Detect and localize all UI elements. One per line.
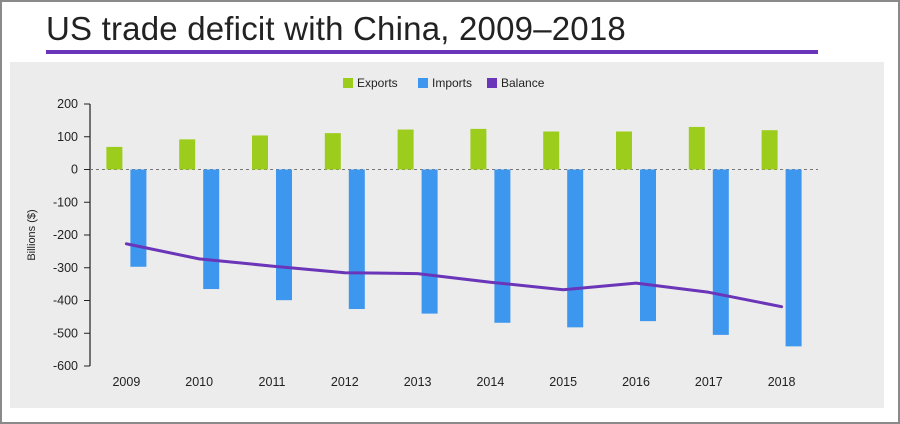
exports-bar [179, 139, 196, 170]
exports-bar [397, 129, 414, 170]
imports-bar [130, 169, 147, 267]
imports-bar [712, 169, 729, 335]
x-tick-label: 2010 [185, 375, 213, 389]
y-tick-label: 200 [57, 97, 78, 111]
y-axis-title: Billions ($) [26, 209, 38, 260]
x-tick-label: 2018 [768, 375, 796, 389]
x-tick-label: 2016 [622, 375, 650, 389]
exports-bar [616, 131, 632, 170]
x-tick-label: 2015 [549, 375, 577, 389]
imports-bar [348, 169, 365, 310]
imports-bar [785, 169, 802, 347]
legend-swatch [418, 78, 428, 88]
imports-bar [203, 169, 220, 290]
y-tick-label: -100 [53, 195, 78, 209]
exports-bar [761, 130, 778, 170]
imports-bar [494, 169, 511, 323]
imports-bar [640, 169, 656, 322]
y-tick-label: -400 [53, 294, 78, 308]
imports-bar [421, 169, 438, 314]
x-tick-label: 2011 [259, 375, 286, 389]
imports-bar [567, 169, 584, 328]
y-tick-label: -300 [53, 261, 78, 275]
x-tick-label: 2009 [112, 375, 140, 389]
exports-bar [324, 133, 341, 170]
legend-label: Balance [501, 76, 545, 90]
legend-label: Imports [432, 76, 472, 90]
chart-title: US trade deficit with China, 2009–2018 [46, 10, 626, 47]
y-tick-label: 100 [57, 130, 78, 144]
exports-bar [106, 146, 123, 170]
exports-bar [543, 131, 560, 170]
plot-background [10, 62, 884, 408]
y-tick-label: -200 [53, 228, 78, 242]
exports-bar [470, 128, 487, 170]
exports-bar [688, 126, 705, 170]
x-tick-label: 2012 [331, 375, 359, 389]
y-tick-label: -600 [53, 359, 78, 373]
balance-line [124, 242, 784, 309]
exports-bar [252, 135, 268, 170]
legend-swatch [343, 78, 353, 88]
x-tick-label: 2017 [695, 375, 723, 389]
title-underline [46, 50, 818, 54]
x-tick-label: 2014 [476, 375, 504, 389]
legend-label: Exports [357, 76, 398, 90]
imports-bar [276, 169, 292, 301]
x-tick-label: 2013 [404, 375, 432, 389]
y-tick-label: 0 [71, 163, 78, 177]
legend-swatch [487, 78, 497, 88]
y-tick-label: -500 [53, 326, 78, 340]
